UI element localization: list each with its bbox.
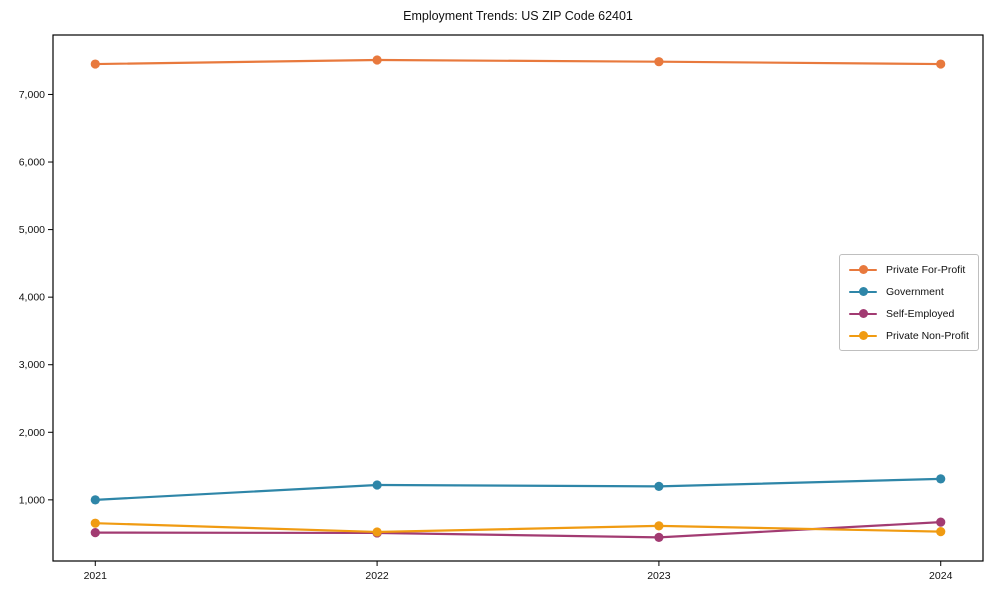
data-point-government-2022	[372, 480, 382, 490]
legend-item-government: Government	[849, 284, 970, 299]
legend-label: Government	[886, 285, 944, 298]
axes-box	[52, 34, 984, 562]
legend-marker-icon	[849, 284, 877, 299]
series-line-government	[94, 477, 942, 501]
x-tick-label: 2023	[647, 570, 671, 582]
data-point-private-non-profit-2021	[90, 518, 100, 528]
series-line-private-non-profit	[94, 522, 942, 534]
data-point-private-non-profit-2023	[654, 521, 664, 531]
y-tick-label: 3,000	[19, 359, 45, 371]
data-point-government-2024	[936, 474, 946, 484]
data-point-private-non-profit-2024	[936, 527, 946, 537]
data-point-government-2023	[654, 481, 664, 491]
x-tick-label: 2022	[365, 570, 389, 582]
data-point-self-employed-2024	[936, 517, 946, 527]
series-line-private-for-profit	[94, 58, 942, 66]
legend-label: Self-Employed	[886, 307, 955, 320]
data-point-private-for-profit-2021	[90, 59, 100, 69]
legend-marker-icon	[849, 306, 877, 321]
data-point-government-2021	[90, 495, 100, 505]
y-tick-label: 4,000	[19, 292, 45, 304]
data-point-self-employed-2021	[90, 528, 100, 538]
data-point-private-for-profit-2024	[936, 59, 946, 69]
legend-marker-icon	[849, 328, 877, 343]
legend-item-private-for-profit: Private For-Profit	[849, 262, 970, 277]
legend-item-self-employed: Self-Employed	[849, 306, 970, 321]
legend-item-private-non-profit: Private Non-Profit	[849, 328, 970, 343]
y-tick-label: 2,000	[19, 427, 45, 439]
legend-label: Private Non-Profit	[886, 329, 969, 342]
y-tick-label: 7,000	[19, 89, 45, 101]
x-tick-label: 2024	[929, 570, 953, 582]
y-tick-label: 5,000	[19, 224, 45, 236]
data-point-private-for-profit-2023	[654, 57, 664, 67]
data-point-self-employed-2023	[654, 532, 664, 542]
data-point-private-for-profit-2022	[372, 55, 382, 65]
data-point-private-non-profit-2022	[372, 527, 382, 537]
legend-marker-icon	[849, 262, 877, 277]
chart-title: Employment Trends: US ZIP Code 62401	[403, 9, 633, 23]
x-tick-label: 2021	[84, 570, 108, 582]
y-tick-label: 1,000	[19, 494, 45, 506]
chart-legend: Private For-Profit Government Self-Emplo…	[839, 254, 979, 351]
y-tick-label: 6,000	[19, 157, 45, 169]
legend-label: Private For-Profit	[886, 263, 966, 276]
